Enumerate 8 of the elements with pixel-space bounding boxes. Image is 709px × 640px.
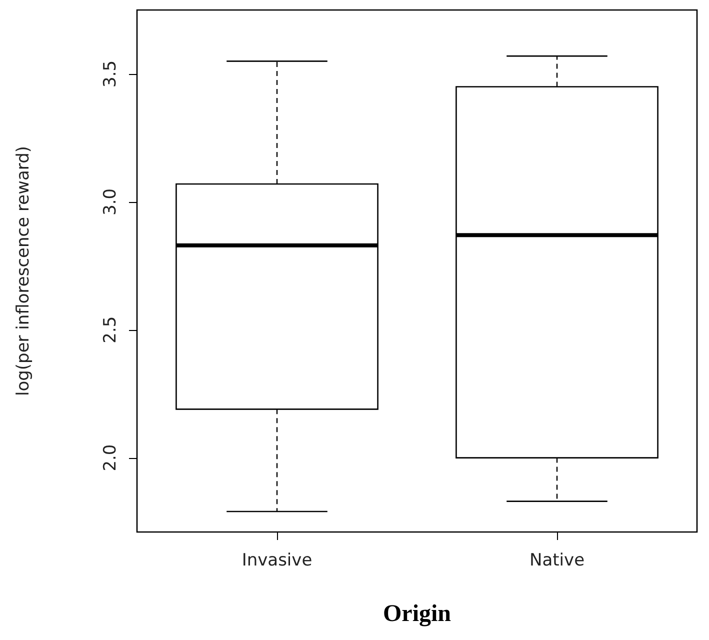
y-tick-label: 3.0 [100, 188, 120, 216]
y-tick-label: 2.0 [100, 444, 120, 472]
y-axis-title: log(per inflorescence reward) [14, 146, 34, 396]
x-tick-label: Invasive [242, 550, 312, 570]
y-tick-label: 2.5 [100, 316, 120, 344]
y-tick-label: 3.5 [100, 60, 120, 88]
x-axis-title: Origin [382, 601, 452, 627]
x-tick-label: Native [529, 550, 585, 570]
